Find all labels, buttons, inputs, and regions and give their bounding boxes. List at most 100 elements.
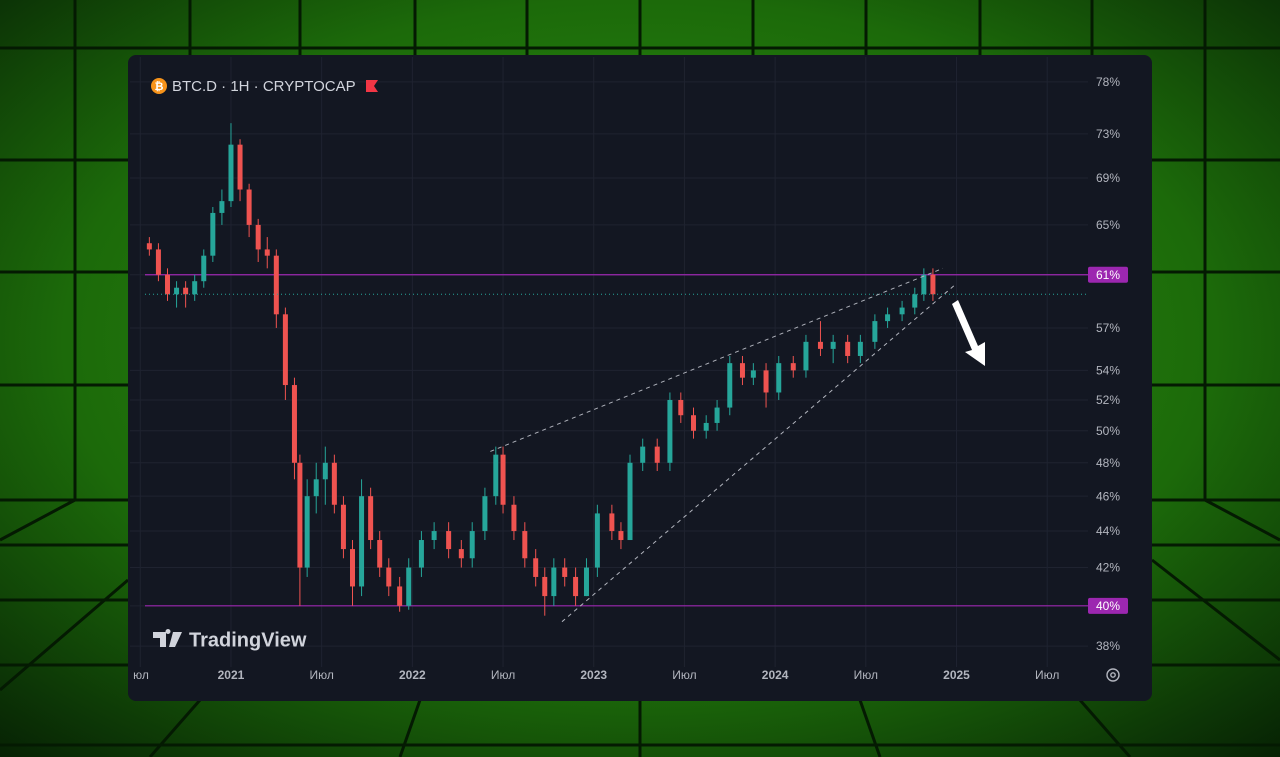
candle-body: [750, 370, 756, 378]
candle-body: [431, 531, 437, 541]
x-tick-label: Июл: [854, 668, 878, 682]
candle-body: [817, 341, 823, 349]
x-tick-label: Июл: [309, 668, 333, 682]
level-label-bg: [1088, 597, 1128, 614]
trendline: [490, 267, 944, 452]
candle-body: [930, 274, 936, 295]
x-tick-label: Июл: [672, 668, 696, 682]
candle-body: [219, 201, 225, 213]
candle-body: [368, 496, 374, 541]
trendline: [561, 284, 956, 623]
candle-body: [703, 422, 709, 431]
candle-body: [640, 446, 646, 463]
flag-icon: [366, 80, 378, 92]
candle-body: [542, 576, 548, 597]
candle-body: [678, 399, 684, 416]
btc-icon-symbol: ₿: [155, 81, 164, 93]
y-tick-label: 50%: [1096, 424, 1120, 438]
y-tick-label: 65%: [1096, 218, 1120, 232]
candle-body: [174, 287, 180, 295]
candle-body: [921, 274, 927, 295]
candle-body: [304, 496, 310, 568]
candle-body: [359, 496, 365, 587]
candle-body: [201, 255, 207, 282]
x-tick-label: 2021: [218, 668, 245, 682]
x-tick-label: юл: [133, 668, 149, 682]
candle-body: [803, 341, 809, 371]
plot: [145, 123, 1088, 623]
y-tick-label: 52%: [1096, 393, 1120, 407]
x-tick-label: Июл: [1035, 668, 1059, 682]
y-tick-label: 57%: [1096, 321, 1120, 335]
candle-body: [349, 549, 355, 587]
candle-body: [609, 513, 615, 532]
candle-body: [282, 314, 288, 386]
y-tick-label: 40%: [1096, 599, 1120, 613]
candle-body: [297, 462, 303, 568]
candle-body: [397, 586, 403, 606]
candle-body: [340, 504, 346, 550]
candle-body: [857, 341, 863, 356]
x-tick-label: 2025: [943, 668, 970, 682]
candle-body: [872, 321, 878, 342]
candle-body: [500, 454, 506, 505]
candle-body: [845, 341, 851, 356]
candle-body: [155, 249, 161, 275]
candle-body: [885, 314, 891, 322]
candle-body: [763, 370, 769, 393]
candle-body: [714, 407, 720, 423]
y-tick-label: 69%: [1096, 171, 1120, 185]
candle-body: [146, 243, 152, 250]
brand-logo: TradingView: [189, 629, 307, 651]
candle-body: [830, 341, 836, 349]
candle-body: [618, 531, 624, 541]
y-tick-label: 46%: [1096, 489, 1120, 503]
candle-body: [562, 567, 568, 577]
btc-icon: [151, 78, 167, 94]
candle-body: [255, 224, 261, 250]
x-tick-label: 2023: [580, 668, 607, 682]
candle-body: [264, 249, 270, 256]
candle-body: [654, 446, 660, 463]
candle-body: [291, 385, 297, 463]
y-tick-label: 48%: [1096, 456, 1120, 470]
candle-body: [210, 212, 216, 256]
candle-body: [627, 462, 633, 541]
candle-body: [458, 549, 464, 559]
chart-title: BTC.D · 1H · CRYPTOCAP: [172, 78, 356, 95]
candle-body: [377, 540, 383, 568]
candle-body: [739, 363, 745, 378]
candle-body: [386, 567, 392, 587]
y-tick-label: 44%: [1096, 524, 1120, 538]
candle-body: [482, 496, 488, 532]
candle-body: [493, 454, 499, 497]
candle-body: [237, 144, 243, 190]
candle-body: [228, 144, 234, 202]
candle-body: [164, 274, 170, 295]
level-label-bg: [1088, 266, 1128, 283]
candle-body: [776, 363, 782, 393]
settings-icon[interactable]: [1106, 668, 1120, 682]
candle-body: [418, 540, 424, 568]
candle-body: [533, 558, 539, 577]
candle-body: [667, 399, 673, 463]
candle-body: [573, 576, 579, 597]
candle-body: [192, 281, 198, 295]
y-tick-label: 42%: [1096, 561, 1120, 575]
candle-body: [522, 531, 528, 559]
candle-body: [912, 294, 918, 308]
candle-body: [727, 363, 733, 408]
candle-body: [583, 567, 589, 597]
x-tick-label: Июл: [491, 668, 515, 682]
candle-body: [690, 415, 696, 431]
candle-body: [899, 307, 905, 315]
candle-body: [331, 462, 337, 505]
candle-body: [551, 567, 557, 597]
x-tick-label: 2022: [399, 668, 426, 682]
y-tick-label: 73%: [1096, 127, 1120, 141]
y-tick-label: 38%: [1096, 639, 1120, 653]
candle-body: [406, 567, 412, 606]
candle-body: [313, 479, 319, 497]
